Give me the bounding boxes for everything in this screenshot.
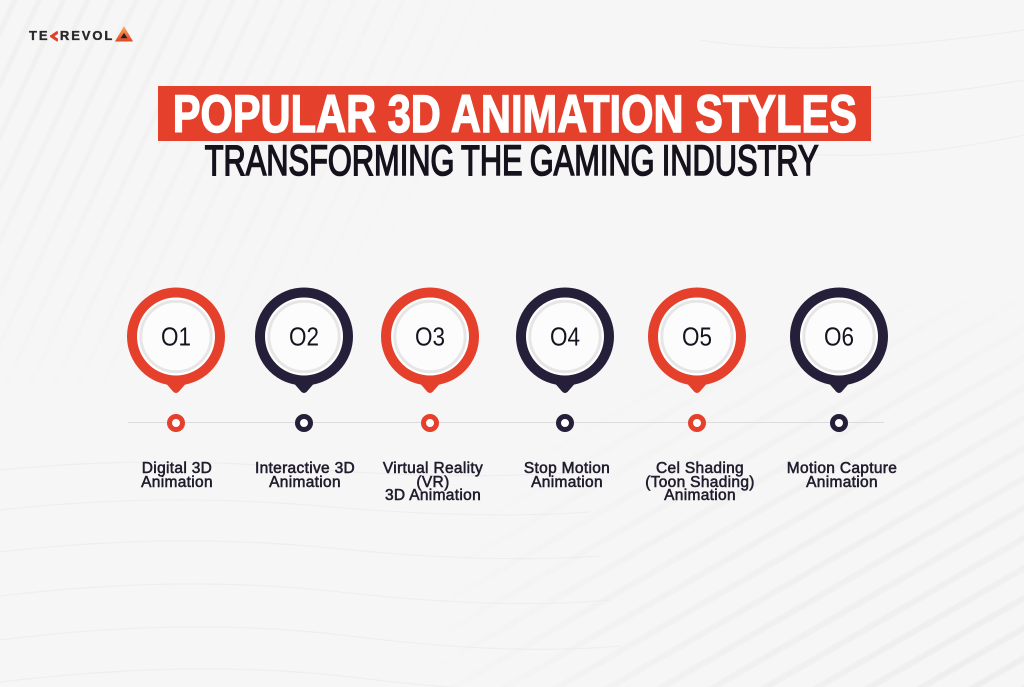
- svg-text:O4: O4: [550, 324, 580, 352]
- svg-text:O1: O1: [161, 324, 191, 352]
- svg-text:O6: O6: [824, 324, 854, 352]
- svg-text:O5: O5: [682, 324, 712, 352]
- svg-text:O3: O3: [415, 324, 445, 352]
- svg-text:O2: O2: [289, 324, 319, 352]
